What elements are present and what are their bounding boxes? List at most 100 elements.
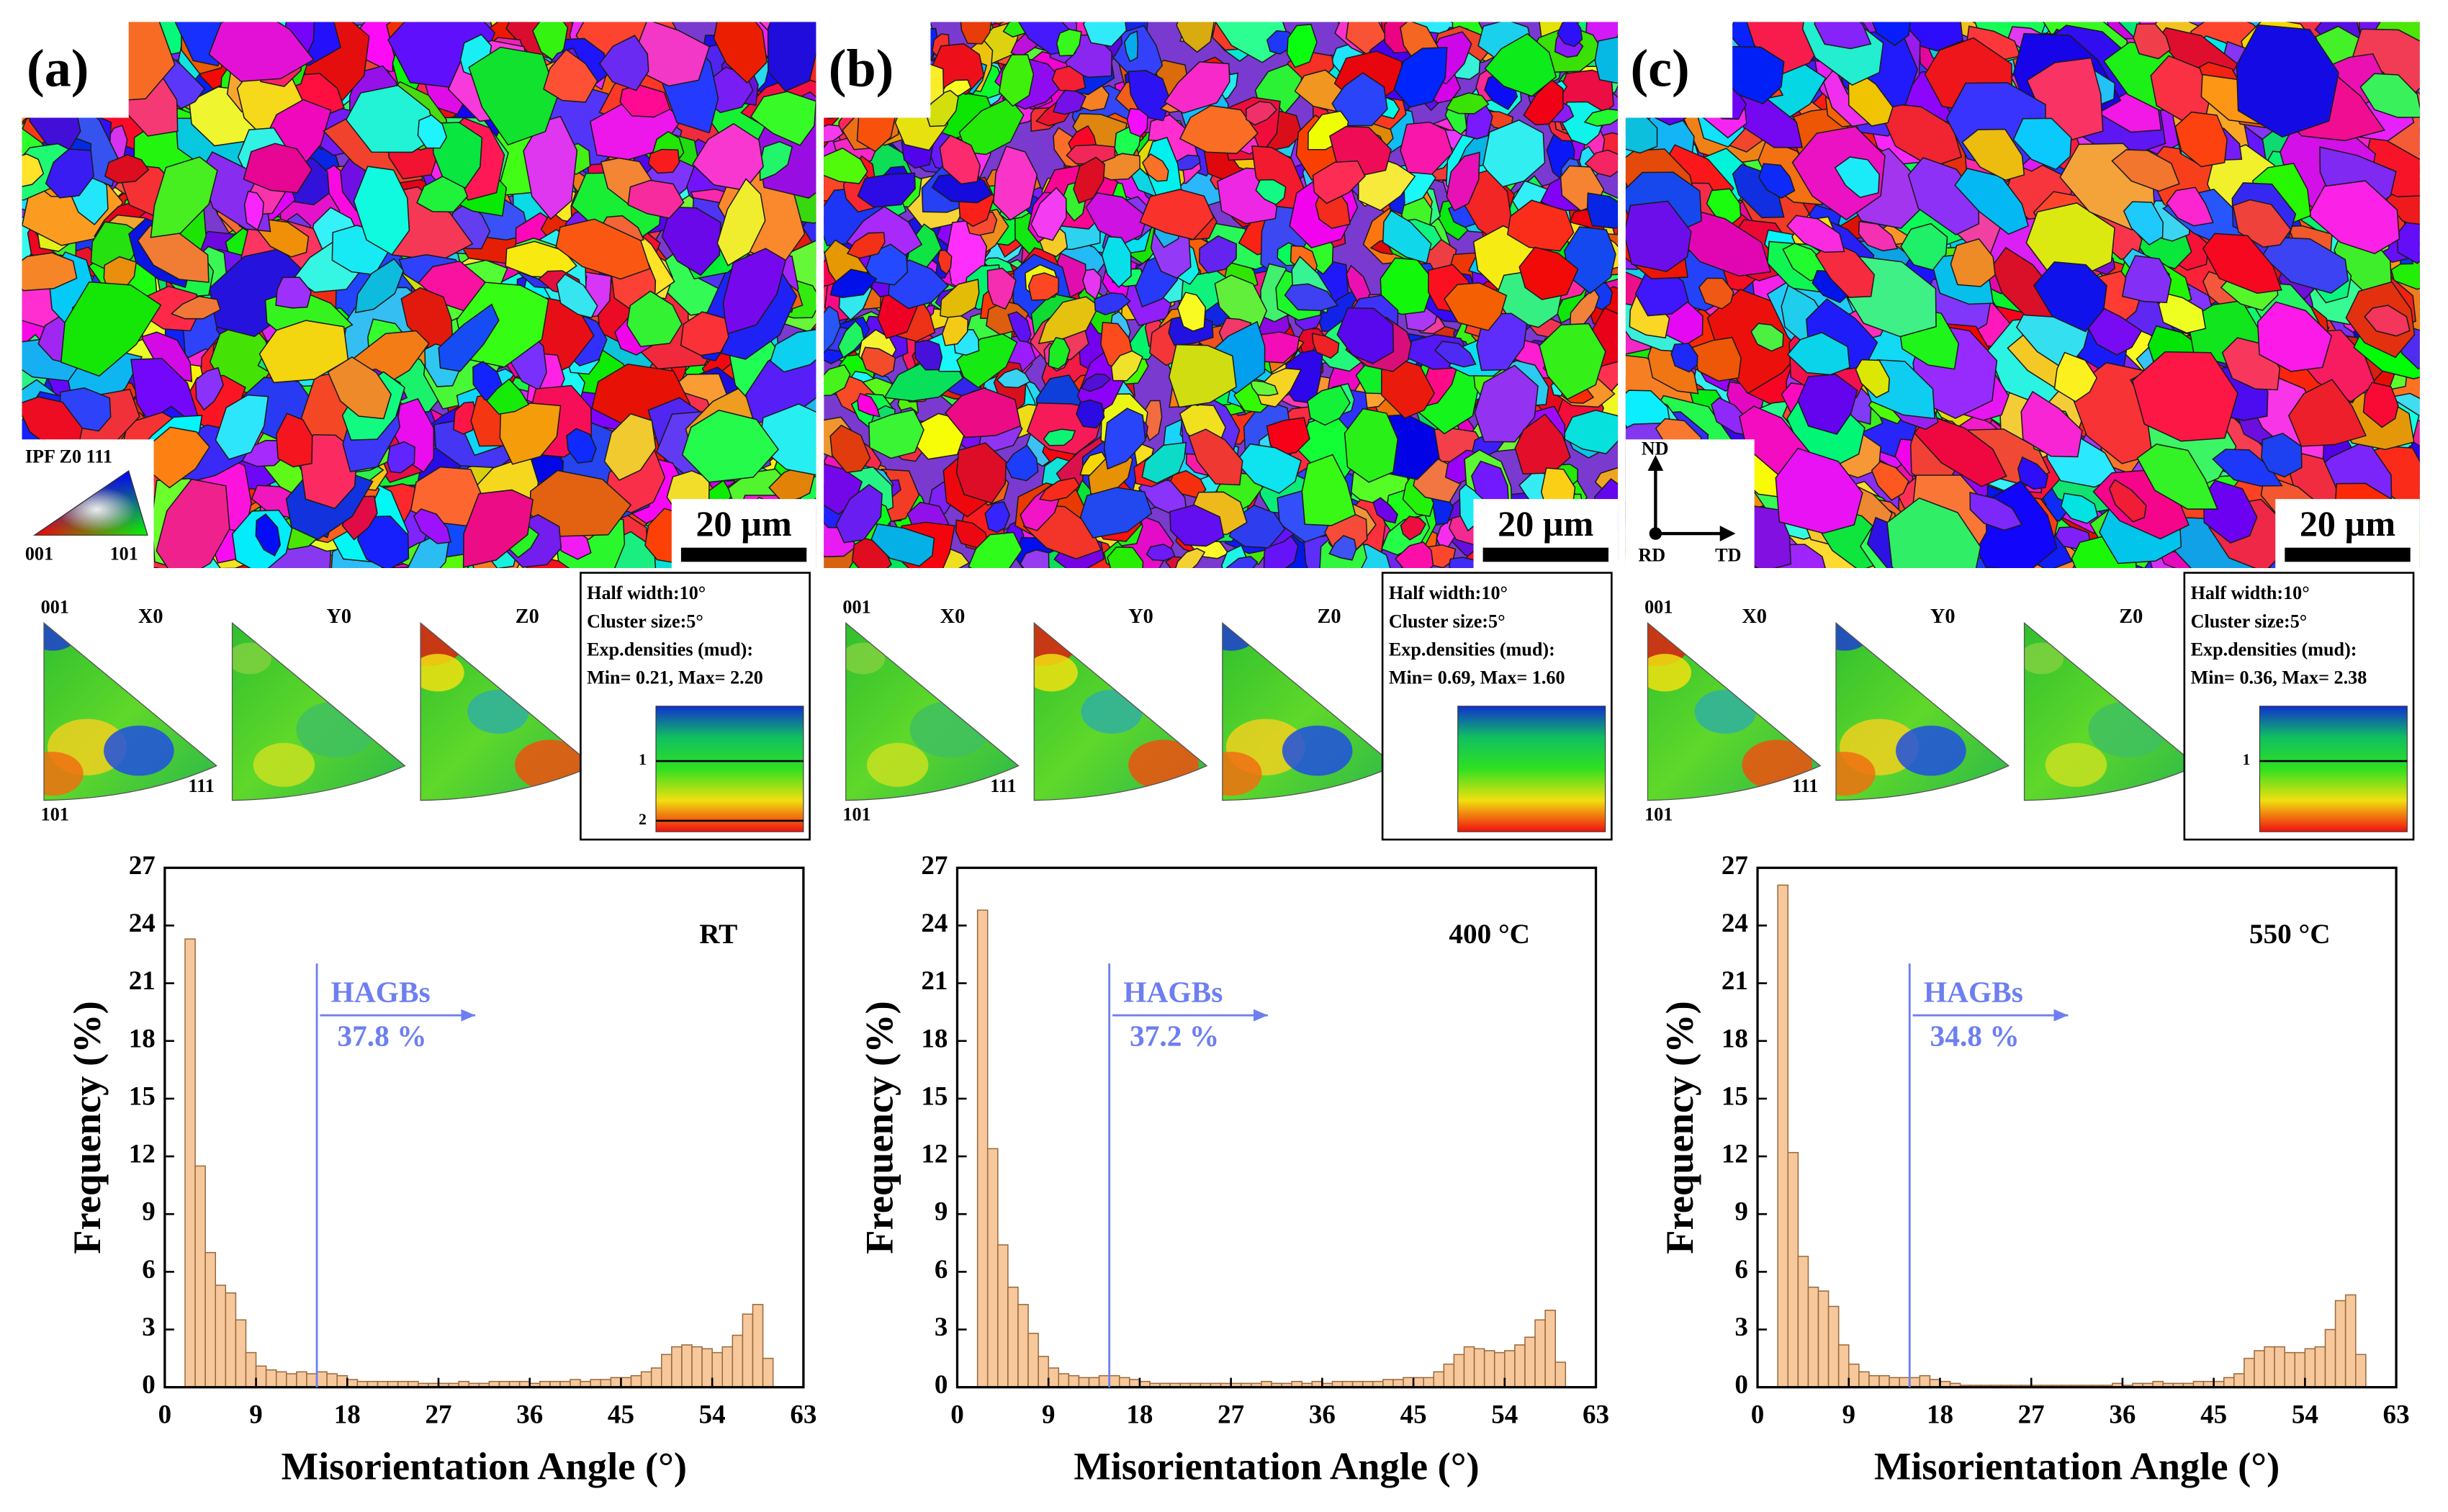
bar <box>1837 1344 1850 1388</box>
bar <box>2304 1348 2316 1388</box>
info-line: Min= 0.21, Max= 2.20 <box>587 667 763 688</box>
bar <box>336 1374 348 1388</box>
y-tick-label: 12 <box>921 1140 948 1169</box>
grain <box>829 269 878 299</box>
x-tick-label: 0 <box>1751 1400 1765 1430</box>
pole-figure-outline <box>1647 621 1822 801</box>
axis-label: ND <box>1642 438 1669 459</box>
axis-origin <box>1649 527 1662 540</box>
y-tick-label: 18 <box>921 1024 948 1053</box>
grain <box>770 328 816 373</box>
bar <box>2354 1354 2367 1388</box>
bar <box>1817 1290 1830 1388</box>
bar <box>1848 1363 1860 1388</box>
pole-figure-outline <box>231 621 406 801</box>
bar <box>610 1377 622 1388</box>
pole-figure-outline <box>1033 621 1208 801</box>
grain <box>680 311 729 356</box>
scale-bar-label: 20 µm <box>1498 503 1593 544</box>
y-tick-label: 9 <box>142 1197 156 1227</box>
grain <box>1670 343 1698 373</box>
grain <box>1969 491 2023 531</box>
x-axis-label: Misorientation Angle (°) <box>1874 1444 2280 1488</box>
bar <box>194 1165 206 1388</box>
corner-label: 001 <box>41 597 69 618</box>
grain <box>750 91 816 146</box>
grain <box>824 305 841 354</box>
info-line: Half width:10° <box>587 582 706 603</box>
grain <box>1307 384 1351 426</box>
grain <box>462 489 534 568</box>
colorbar <box>1457 706 1606 832</box>
grain <box>2236 24 2339 138</box>
grain <box>327 356 392 420</box>
grain <box>619 84 671 118</box>
grain <box>1052 89 1086 115</box>
grain <box>1786 332 1850 376</box>
grain <box>1586 192 1619 229</box>
grain <box>417 114 448 149</box>
pole-figure-title: Z0 <box>516 606 539 628</box>
grain <box>22 252 78 292</box>
bar <box>215 1284 227 1388</box>
bar <box>1007 1286 1019 1388</box>
grain <box>998 54 1035 107</box>
x-tick-label: 54 <box>1491 1400 1518 1430</box>
x-tick-label: 9 <box>1042 1400 1056 1430</box>
y-tick-label: 0 <box>142 1370 156 1400</box>
bar <box>1919 1374 1931 1388</box>
grain <box>2287 379 2367 447</box>
grain <box>486 378 530 415</box>
grain <box>2136 444 2218 510</box>
colorbar <box>655 706 804 832</box>
grain <box>1474 364 1539 443</box>
bar <box>2223 1377 2235 1388</box>
bar <box>762 1357 774 1388</box>
grain <box>1124 30 1139 63</box>
grain <box>993 145 1038 221</box>
axis-label: TD <box>1715 545 1741 566</box>
pole-figure-title: X0 <box>138 606 163 628</box>
density-blob <box>2088 701 2168 758</box>
grain <box>937 249 953 275</box>
grain <box>2256 301 2333 372</box>
label-background <box>822 20 931 118</box>
grain <box>1255 179 1287 206</box>
bar <box>732 1334 744 1388</box>
grain <box>355 258 405 314</box>
grain <box>150 156 218 238</box>
grain <box>603 413 657 481</box>
grain <box>2174 111 2228 168</box>
corner-label: 111 <box>189 775 215 796</box>
panel-label: (a) <box>27 39 89 98</box>
bar <box>1453 1354 1465 1388</box>
panel-label: (b) <box>829 39 894 98</box>
grain <box>1786 215 1845 253</box>
grain <box>2261 432 2303 478</box>
bar <box>1413 1377 1424 1388</box>
pole-figure-title: Z0 <box>1317 606 1341 628</box>
bar <box>1899 1377 1910 1388</box>
grain <box>627 179 685 219</box>
grain <box>2020 390 2083 458</box>
grain <box>835 484 883 544</box>
grain <box>1139 189 1215 240</box>
y-tick-label: 24 <box>921 909 948 938</box>
grain <box>1004 444 1039 482</box>
x-tick-label: 27 <box>2018 1400 2045 1430</box>
density-blob <box>44 752 84 796</box>
grain <box>1175 547 1206 569</box>
bar <box>1038 1356 1049 1388</box>
bar <box>2233 1373 2245 1388</box>
grain <box>1038 477 1081 502</box>
y-axis-label: Frequency (%) <box>65 1001 109 1254</box>
grain <box>1858 220 1899 252</box>
bar <box>296 1371 307 1388</box>
x-tick-label: 18 <box>1927 1400 1953 1430</box>
bar <box>752 1304 764 1388</box>
grain <box>984 500 1011 534</box>
grain <box>1094 292 1131 316</box>
grain <box>532 22 569 62</box>
bar <box>1827 1305 1840 1388</box>
